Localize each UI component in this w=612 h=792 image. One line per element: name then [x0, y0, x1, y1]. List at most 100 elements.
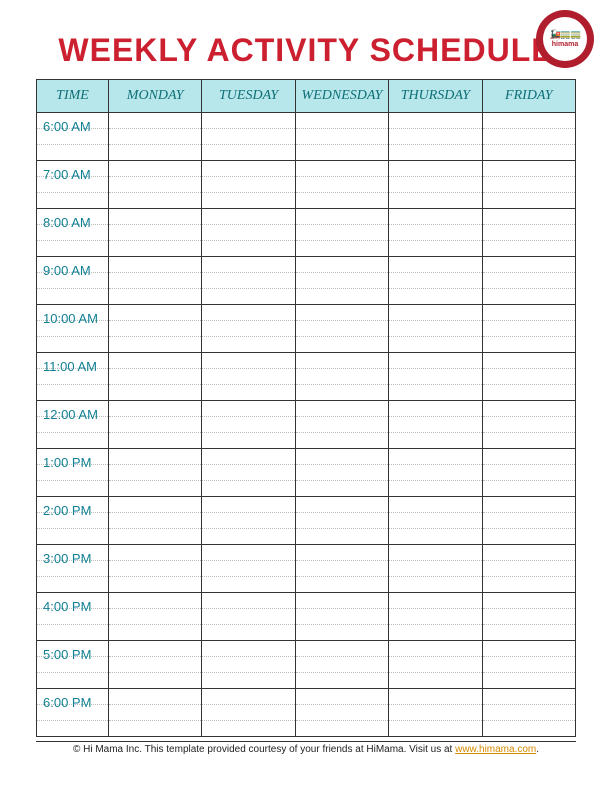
schedule-cell — [202, 305, 295, 353]
schedule-cell — [202, 353, 295, 401]
column-header: TIME — [37, 80, 109, 113]
schedule-cell — [482, 497, 575, 545]
table-row: 3:00 PM — [37, 545, 576, 593]
schedule-cell — [202, 641, 295, 689]
column-header: TUESDAY — [202, 80, 295, 113]
schedule-cell — [482, 401, 575, 449]
schedule-cell — [295, 497, 388, 545]
table-row: 10:00 AM — [37, 305, 576, 353]
table-row: 9:00 AM — [37, 257, 576, 305]
column-header: WEDNESDAY — [295, 80, 388, 113]
logo-brand-text: himama — [552, 41, 578, 48]
schedule-cell — [202, 449, 295, 497]
schedule-cell — [295, 401, 388, 449]
time-cell: 9:00 AM — [37, 257, 109, 305]
time-cell: 8:00 AM — [37, 209, 109, 257]
schedule-cell — [109, 689, 202, 737]
table-body: 6:00 AM7:00 AM8:00 AM9:00 AM10:00 AM11:0… — [37, 113, 576, 737]
schedule-cell — [482, 305, 575, 353]
table-row: 7:00 AM — [37, 161, 576, 209]
table-row: 2:00 PM — [37, 497, 576, 545]
schedule-cell — [109, 449, 202, 497]
schedule-cell — [295, 449, 388, 497]
column-header: MONDAY — [109, 80, 202, 113]
schedule-cell — [109, 353, 202, 401]
time-cell: 1:00 PM — [37, 449, 109, 497]
schedule-cell — [295, 113, 388, 161]
logo-inner-icon: 🚂🚃🚃 himama — [543, 17, 587, 61]
schedule-cell — [295, 545, 388, 593]
schedule-cell — [109, 305, 202, 353]
time-cell: 10:00 AM — [37, 305, 109, 353]
schedule-cell — [202, 209, 295, 257]
table-row: 6:00 AM — [37, 113, 576, 161]
schedule-cell — [389, 401, 482, 449]
footer-text: © Hi Mama Inc. This template provided co… — [73, 744, 455, 755]
time-cell: 7:00 AM — [37, 161, 109, 209]
schedule-cell — [482, 641, 575, 689]
schedule-cell — [389, 641, 482, 689]
schedule-cell — [109, 641, 202, 689]
schedule-cell — [482, 593, 575, 641]
schedule-cell — [202, 161, 295, 209]
schedule-cell — [482, 689, 575, 737]
schedule-cell — [295, 641, 388, 689]
schedule-cell — [202, 497, 295, 545]
column-header: THURSDAY — [389, 80, 482, 113]
footer-link[interactable]: www.himama.com — [455, 744, 536, 755]
schedule-cell — [295, 257, 388, 305]
table-row: 6:00 PM — [37, 689, 576, 737]
schedule-cell — [295, 593, 388, 641]
time-cell: 6:00 PM — [37, 689, 109, 737]
brand-logo: 🚂🚃🚃 himama — [536, 10, 594, 68]
schedule-cell — [109, 113, 202, 161]
schedule-cell — [202, 545, 295, 593]
page-title: WEEKLY ACTIVITY SCHEDULE — [36, 32, 576, 69]
schedule-cell — [202, 257, 295, 305]
schedule-cell — [482, 353, 575, 401]
time-cell: 3:00 PM — [37, 545, 109, 593]
time-cell: 4:00 PM — [37, 593, 109, 641]
table-row: 4:00 PM — [37, 593, 576, 641]
schedule-cell — [202, 593, 295, 641]
schedule-cell — [389, 593, 482, 641]
schedule-cell — [482, 113, 575, 161]
table-row: 11:00 AM — [37, 353, 576, 401]
schedule-cell — [482, 161, 575, 209]
table-row: 5:00 PM — [37, 641, 576, 689]
schedule-cell — [389, 497, 482, 545]
schedule-cell — [295, 161, 388, 209]
schedule-cell — [295, 305, 388, 353]
logo-train-icon: 🚂🚃🚃 — [550, 30, 581, 39]
time-cell: 5:00 PM — [37, 641, 109, 689]
schedule-cell — [482, 449, 575, 497]
time-cell: 2:00 PM — [37, 497, 109, 545]
table-header: TIMEMONDAYTUESDAYWEDNESDAYTHURSDAYFRIDAY — [37, 80, 576, 113]
table-row: 8:00 AM — [37, 209, 576, 257]
table-row: 1:00 PM — [37, 449, 576, 497]
schedule-cell — [202, 113, 295, 161]
schedule-cell — [109, 209, 202, 257]
schedule-cell — [389, 209, 482, 257]
schedule-cell — [295, 209, 388, 257]
time-cell: 12:00 AM — [37, 401, 109, 449]
schedule-cell — [109, 401, 202, 449]
table-row: 12:00 AM — [37, 401, 576, 449]
schedule-cell — [482, 209, 575, 257]
schedule-table: TIMEMONDAYTUESDAYWEDNESDAYTHURSDAYFRIDAY… — [36, 79, 576, 737]
schedule-cell — [109, 545, 202, 593]
schedule-cell — [389, 449, 482, 497]
footer: © Hi Mama Inc. This template provided co… — [36, 741, 576, 755]
schedule-cell — [389, 545, 482, 593]
schedule-cell — [109, 161, 202, 209]
schedule-cell — [295, 689, 388, 737]
schedule-cell — [109, 593, 202, 641]
footer-suffix: . — [536, 744, 539, 755]
column-header: FRIDAY — [482, 80, 575, 113]
schedule-cell — [202, 401, 295, 449]
schedule-cell — [482, 257, 575, 305]
schedule-cell — [389, 113, 482, 161]
schedule-cell — [389, 257, 482, 305]
schedule-cell — [389, 689, 482, 737]
time-cell: 6:00 AM — [37, 113, 109, 161]
